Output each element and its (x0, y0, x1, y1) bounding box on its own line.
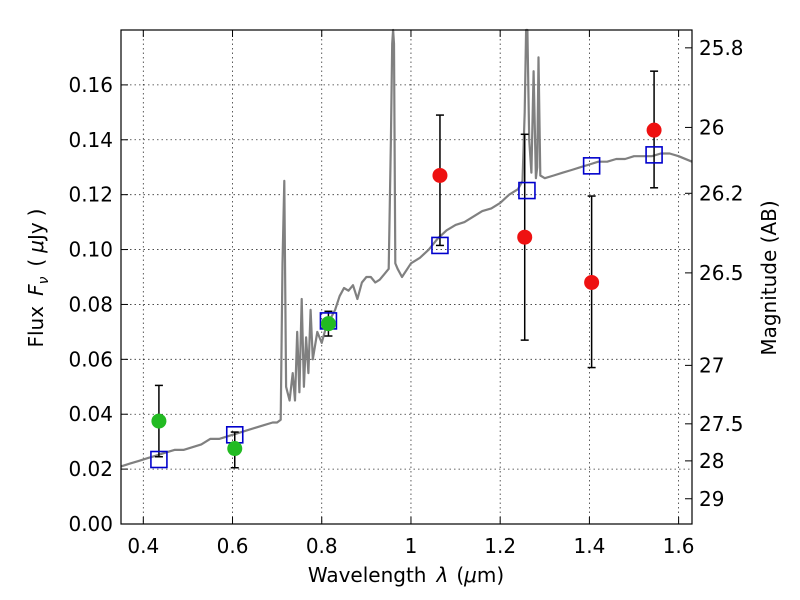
model-band-square (150, 450, 168, 469)
green-point (320, 316, 336, 332)
right-tick-label: 28 (699, 449, 724, 473)
x-tick-label: 0.8 (306, 534, 338, 558)
red-point (584, 274, 600, 290)
y-tick-label: 0.04 (68, 402, 113, 426)
model-spectrum-layer (120, 28, 693, 468)
x-tick-label: 0.6 (217, 534, 249, 558)
grid (121, 30, 692, 524)
y-tick-label: 0.06 (68, 347, 113, 371)
x-axis-label: Wavelength λ (μm) (308, 563, 504, 587)
right-tick-label: 29 (699, 487, 724, 511)
model-band-square (518, 181, 536, 200)
model-spectrum-line (120, 28, 693, 468)
right-tick-label: 26.2 (699, 181, 744, 205)
x-tick-label: 1.2 (484, 534, 516, 558)
red-point (432, 167, 448, 183)
y-tick-label: 0.02 (68, 457, 113, 481)
red-point (517, 229, 533, 245)
model-band-square (431, 236, 449, 255)
y-tick-label: 0.14 (68, 128, 113, 152)
y-tick-label: 0.00 (68, 512, 113, 536)
plot-frame (120, 29, 693, 525)
data-markers (150, 122, 663, 469)
right-tick-label: 27 (699, 353, 724, 377)
right-tick-label: 25.8 (699, 36, 744, 60)
y-tick-label: 0.16 (68, 73, 113, 97)
y-axis-label: FluxFν(μJy) (24, 208, 52, 347)
x-tick-label: 1 (405, 534, 418, 558)
ticks: 0.4 0.6 0.8 1 1.2 1.4 1.6 0.00 0.02 0.04 0.06 0.08 0… (68, 30, 744, 558)
model-band-square (582, 157, 601, 175)
right-axis-label: Magnitude (AB) (757, 200, 781, 355)
green-point (151, 413, 167, 429)
red-point (646, 122, 662, 138)
y-tick-label: 0.10 (68, 238, 113, 262)
x-tick-label: 0.4 (127, 534, 159, 558)
y-tick-label: 0.12 (68, 183, 113, 207)
right-tick-label: 26.5 (699, 261, 744, 285)
model-band-square (645, 146, 663, 164)
green-point (227, 441, 243, 457)
x-tick-label: 1.4 (573, 534, 605, 558)
right-tick-label: 27.5 (699, 412, 744, 436)
y-tick-label: 0.08 (68, 292, 113, 316)
right-tick-label: 26 (699, 115, 724, 139)
x-tick-label: 1.6 (663, 534, 695, 558)
